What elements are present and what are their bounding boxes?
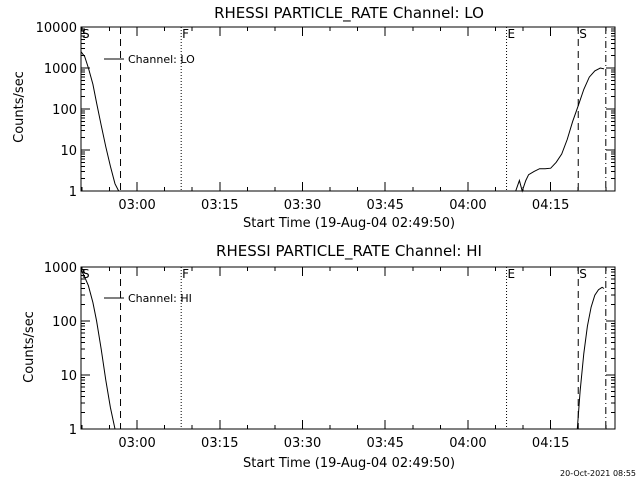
y-tick-label: 1 bbox=[69, 185, 77, 200]
x-tick-label: 04:00 bbox=[449, 436, 486, 451]
hi-chart-title: RHESSI PARTICLE_RATE Channel: HI bbox=[216, 242, 482, 261]
event-marker-label: S bbox=[82, 27, 90, 41]
plot-frame bbox=[80, 26, 616, 192]
x-tick-label: 03:30 bbox=[284, 436, 321, 451]
rate-curve bbox=[80, 51, 120, 192]
x-tick-label: 04:15 bbox=[532, 198, 569, 213]
lo-y-axis-label: Counts/sec bbox=[12, 71, 27, 143]
event-marker-label: E bbox=[508, 27, 516, 41]
event-marker-label: E bbox=[508, 267, 516, 281]
x-tick-label: 04:00 bbox=[449, 198, 486, 213]
event-marker-label: S bbox=[579, 27, 587, 41]
x-tick-label: 03:15 bbox=[201, 436, 238, 451]
event-marker-label: S bbox=[579, 267, 587, 281]
hi-channel-panel: RHESSI PARTICLE_RATE Channel: HI Start T… bbox=[22, 242, 616, 471]
lo-channel-panel: RHESSI PARTICLE_RATE Channel: LO Start T… bbox=[12, 4, 616, 231]
lo-legend-label: Channel: LO bbox=[128, 53, 195, 66]
hi-x-axis-label: Start Time (19-Aug-04 02:49:50) bbox=[243, 456, 455, 471]
y-tick-label: 10 bbox=[60, 369, 77, 384]
x-tick-label: 03:15 bbox=[201, 198, 238, 213]
y-tick-label: 100 bbox=[52, 103, 77, 118]
y-tick-label: 10 bbox=[60, 144, 77, 159]
x-tick-label: 03:45 bbox=[366, 436, 403, 451]
lo-chart-title: RHESSI PARTICLE_RATE Channel: LO bbox=[214, 4, 484, 23]
rate-curve bbox=[576, 286, 605, 430]
x-tick-label: 03:30 bbox=[284, 198, 321, 213]
rate-curve bbox=[80, 269, 116, 430]
y-tick-label: 10000 bbox=[36, 21, 77, 36]
y-tick-label: 1000 bbox=[44, 62, 77, 77]
footer-timestamp: 20-Oct-2021 08:55 bbox=[560, 469, 636, 478]
event-marker-label: F bbox=[182, 27, 189, 41]
y-tick-label: 100 bbox=[52, 315, 77, 330]
x-tick-label: 04:15 bbox=[532, 436, 569, 451]
x-tick-label: 03:00 bbox=[118, 436, 155, 451]
y-tick-label: 1 bbox=[69, 423, 77, 438]
y-tick-label: 1000 bbox=[44, 261, 77, 276]
rate-curve bbox=[512, 67, 605, 193]
hi-legend-label: Channel: HI bbox=[128, 292, 192, 305]
lo-x-axis-label: Start Time (19-Aug-04 02:49:50) bbox=[243, 216, 455, 231]
event-marker-label: S bbox=[82, 267, 90, 281]
x-tick-label: 03:00 bbox=[118, 198, 155, 213]
hi-y-axis-label: Counts/sec bbox=[22, 311, 37, 383]
x-tick-label: 03:45 bbox=[366, 198, 403, 213]
event-marker-label: F bbox=[182, 267, 189, 281]
